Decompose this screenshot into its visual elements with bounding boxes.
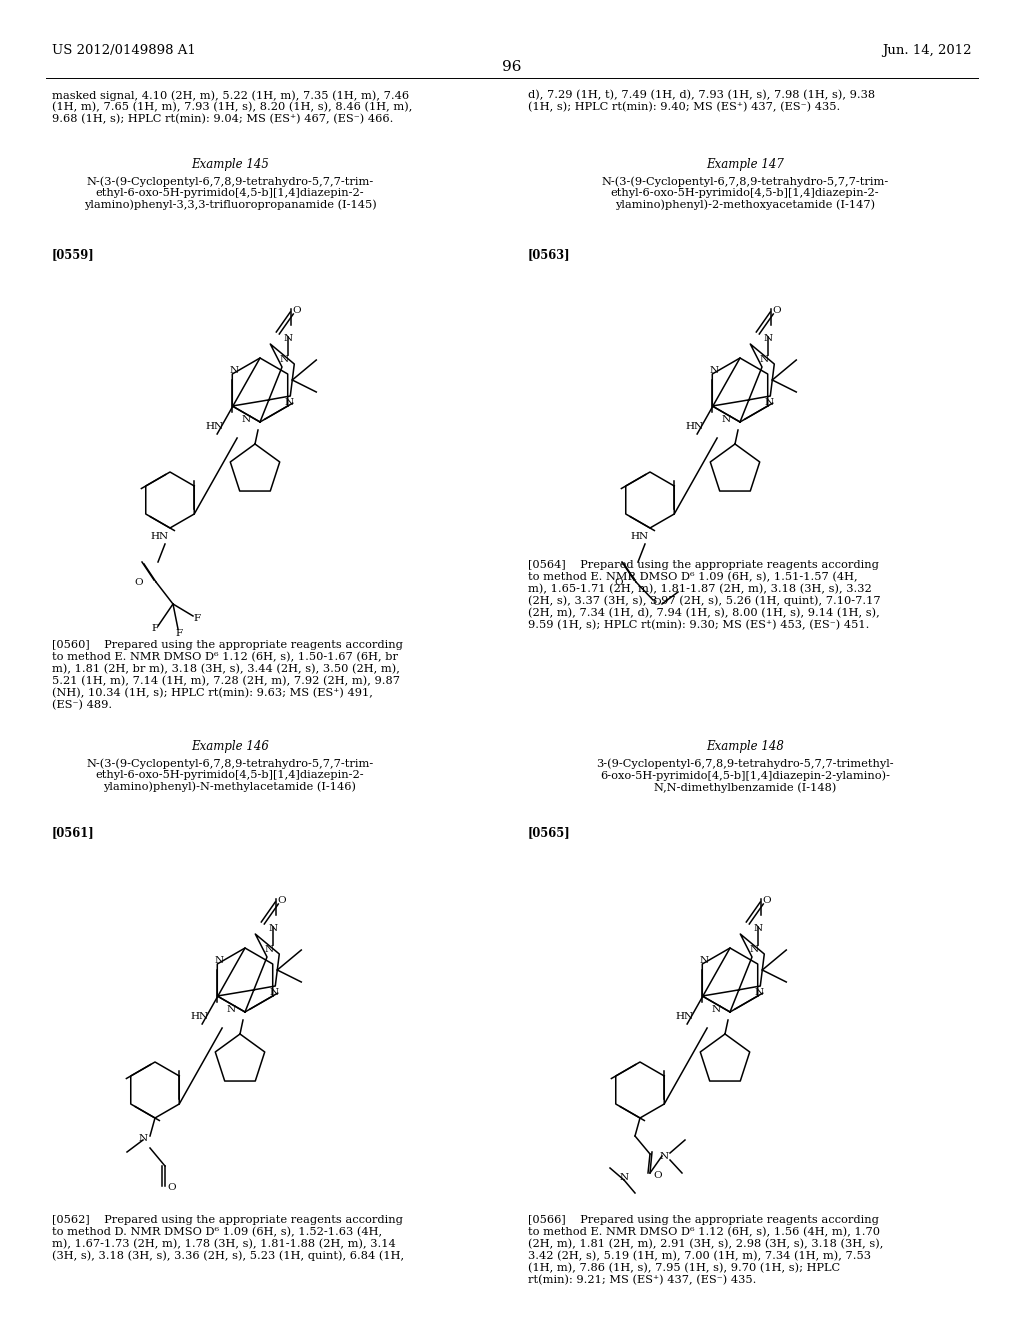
Text: O: O — [614, 578, 623, 587]
Text: N: N — [760, 355, 769, 364]
Text: HN: HN — [685, 422, 703, 432]
Text: Jun. 14, 2012: Jun. 14, 2012 — [883, 44, 972, 57]
Text: d), 7.29 (1H, t), 7.49 (1H, d), 7.93 (1H, s), 7.98 (1H, s), 9.38
(1H, s); HPLC r: d), 7.29 (1H, t), 7.49 (1H, d), 7.93 (1H… — [528, 90, 876, 112]
Text: N: N — [722, 414, 731, 424]
Text: N: N — [227, 1005, 237, 1014]
Text: N: N — [229, 366, 239, 375]
Text: [0565]: [0565] — [528, 826, 570, 840]
Text: [0561]: [0561] — [52, 826, 95, 840]
Text: F: F — [175, 630, 182, 638]
Text: N: N — [280, 355, 289, 364]
Text: [0566]    Prepared using the appropriate reagents according
to method E. NMR DMS: [0566] Prepared using the appropriate re… — [528, 1214, 884, 1286]
Text: N: N — [269, 924, 279, 933]
Text: 96: 96 — [502, 59, 522, 74]
Text: Example 148: Example 148 — [707, 741, 784, 752]
Text: N: N — [765, 399, 774, 407]
Text: O: O — [653, 1171, 662, 1180]
Text: [0560]    Prepared using the appropriate reagents according
to method E. NMR DMS: [0560] Prepared using the appropriate re… — [52, 640, 402, 710]
Text: N: N — [750, 945, 759, 954]
Text: N: N — [764, 334, 773, 343]
Text: [0564]    Prepared using the appropriate reagents according
to method E. NMR DMS: [0564] Prepared using the appropriate re… — [528, 560, 881, 631]
Text: US 2012/0149898 A1: US 2012/0149898 A1 — [52, 44, 196, 57]
Text: O: O — [762, 896, 771, 906]
Text: Example 147: Example 147 — [707, 158, 784, 172]
Text: N: N — [712, 1005, 721, 1014]
Text: masked signal, 4.10 (2H, m), 5.22 (1H, m), 7.35 (1H, m), 7.46
(1H, m), 7.65 (1H,: masked signal, 4.10 (2H, m), 5.22 (1H, m… — [52, 90, 413, 124]
Text: F: F — [193, 614, 200, 623]
Text: N: N — [710, 366, 719, 375]
Text: [0562]    Prepared using the appropriate reagents according
to method D. NMR DMS: [0562] Prepared using the appropriate re… — [52, 1214, 404, 1262]
Text: 3-(9-Cyclopentyl-6,7,8,9-tetrahydro-5,7,7-trimethyl-
6-oxo-5H-pyrimido[4,5-b][1,: 3-(9-Cyclopentyl-6,7,8,9-tetrahydro-5,7,… — [596, 758, 894, 793]
Text: [0559]: [0559] — [52, 248, 95, 261]
Text: N: N — [285, 399, 294, 407]
Text: HN: HN — [205, 422, 223, 432]
Text: N: N — [139, 1134, 148, 1143]
Text: O: O — [167, 1183, 176, 1192]
Text: N: N — [242, 414, 251, 424]
Text: [0563]: [0563] — [528, 248, 570, 261]
Text: N: N — [620, 1173, 629, 1181]
Text: HN: HN — [630, 532, 648, 541]
Text: Example 146: Example 146 — [191, 741, 269, 752]
Text: Example 145: Example 145 — [191, 158, 269, 172]
Text: N: N — [214, 956, 223, 965]
Text: N: N — [269, 987, 279, 997]
Text: N: N — [284, 334, 293, 343]
Text: N-(3-(9-Cyclopentyl-6,7,8,9-tetrahydro-5,7,7-trim-
ethyl-6-oxo-5H-pyrimido[4,5-b: N-(3-(9-Cyclopentyl-6,7,8,9-tetrahydro-5… — [601, 176, 889, 210]
Text: O: O — [134, 578, 142, 587]
Text: HN: HN — [675, 1012, 693, 1020]
Text: N: N — [754, 924, 763, 933]
Text: N: N — [265, 945, 274, 954]
Text: F: F — [151, 624, 158, 634]
Text: O: O — [292, 306, 301, 315]
Text: N-(3-(9-Cyclopentyl-6,7,8,9-tetrahydro-5,7,7-trim-
ethyl-6-oxo-5H-pyrimido[4,5-b: N-(3-(9-Cyclopentyl-6,7,8,9-tetrahydro-5… — [84, 176, 377, 210]
Text: O: O — [772, 306, 781, 315]
Text: N: N — [755, 987, 764, 997]
Text: O: O — [278, 896, 286, 906]
Text: N: N — [699, 956, 709, 965]
Text: N-(3-(9-Cyclopentyl-6,7,8,9-tetrahydro-5,7,7-trim-
ethyl-6-oxo-5H-pyrimido[4,5-b: N-(3-(9-Cyclopentyl-6,7,8,9-tetrahydro-5… — [86, 758, 374, 792]
Text: HN: HN — [190, 1012, 208, 1020]
Text: O: O — [652, 598, 660, 607]
Text: N: N — [660, 1152, 669, 1162]
Text: HN: HN — [150, 532, 168, 541]
